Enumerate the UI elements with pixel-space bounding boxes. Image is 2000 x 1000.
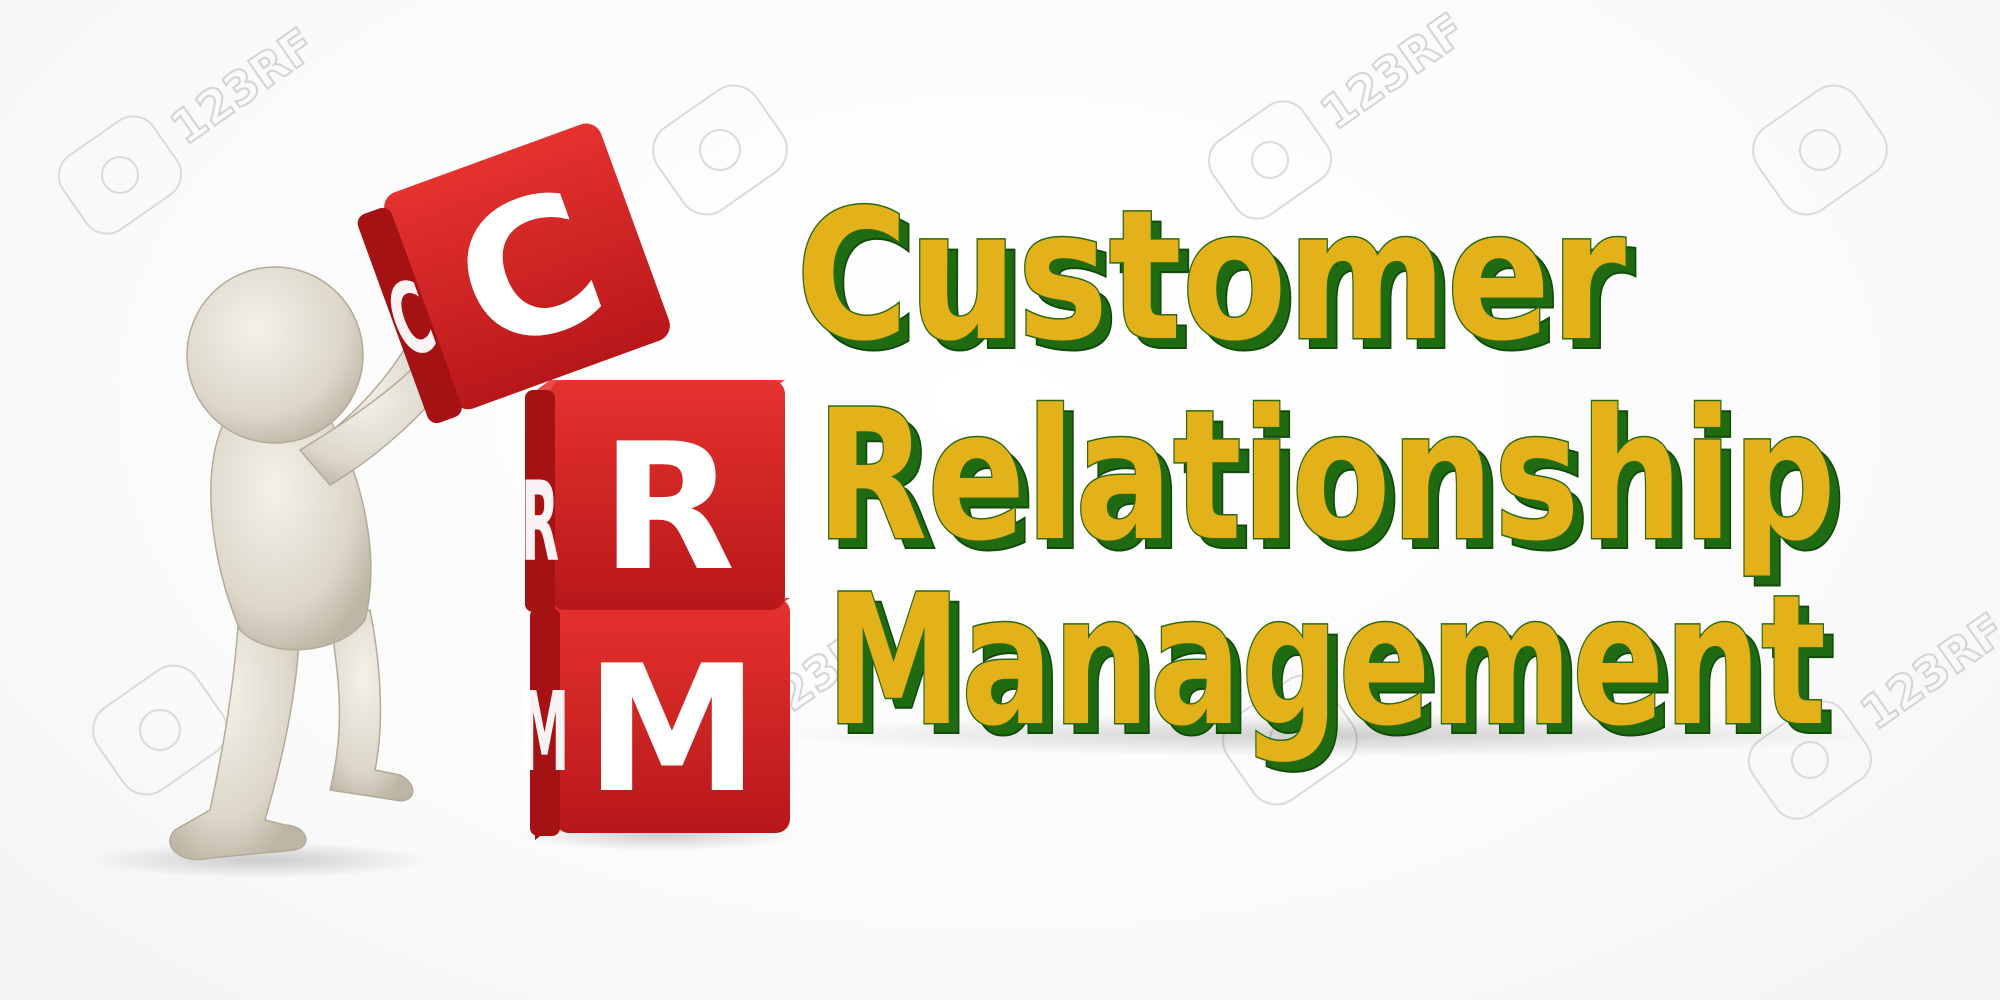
- cube-c-left-face: [357, 207, 462, 424]
- watermark-text: 123RF: [161, 18, 325, 156]
- word-management-extrusion: Management: [836, 567, 1836, 776]
- cube-m-front: [555, 598, 790, 833]
- figure-front-leg: [169, 599, 307, 861]
- word-management: Management Management: [825, 556, 1838, 778]
- cube-r-front: [550, 380, 785, 610]
- word-customer-extrusion: Customer: [806, 182, 1636, 391]
- cube-c-front: [384, 123, 670, 410]
- cube-m-letter: M: [585, 629, 759, 832]
- watermark-logo: [652, 84, 788, 216]
- watermark-logo: [1752, 84, 1888, 216]
- cube-m-side-letter: M: [520, 669, 569, 797]
- cube-r: R R: [521, 380, 785, 612]
- word-relationship: Relationship Relationship: [815, 371, 1848, 593]
- watermark-text: 123RF: [1311, 3, 1475, 141]
- cube-r-side-letter: R: [521, 459, 559, 587]
- cube-r-left-face: [525, 390, 555, 612]
- figure-head: [186, 266, 364, 444]
- word-relationship-extrusion: Relationship: [826, 382, 1846, 591]
- cube-m: M M: [520, 598, 790, 840]
- text-shadow: [770, 713, 1890, 757]
- word-management-face: Management: [826, 557, 1826, 766]
- watermark-text: 123RF: [1851, 603, 2000, 741]
- watermark-logo: [92, 664, 228, 796]
- cube-m-left-face: [530, 608, 560, 836]
- watermark-logo: 123RF: [57, 17, 326, 235]
- word-customer: Customer Customer: [795, 171, 1638, 393]
- cube-r-letter: R: [601, 407, 736, 610]
- figure-back-leg: [329, 609, 414, 802]
- crm-words: Customer Customer Relationship Relations…: [795, 171, 1848, 778]
- word-customer-face: Customer: [796, 172, 1626, 381]
- word-relationship-face: Relationship: [816, 372, 1836, 581]
- cube-c: C C: [357, 123, 670, 424]
